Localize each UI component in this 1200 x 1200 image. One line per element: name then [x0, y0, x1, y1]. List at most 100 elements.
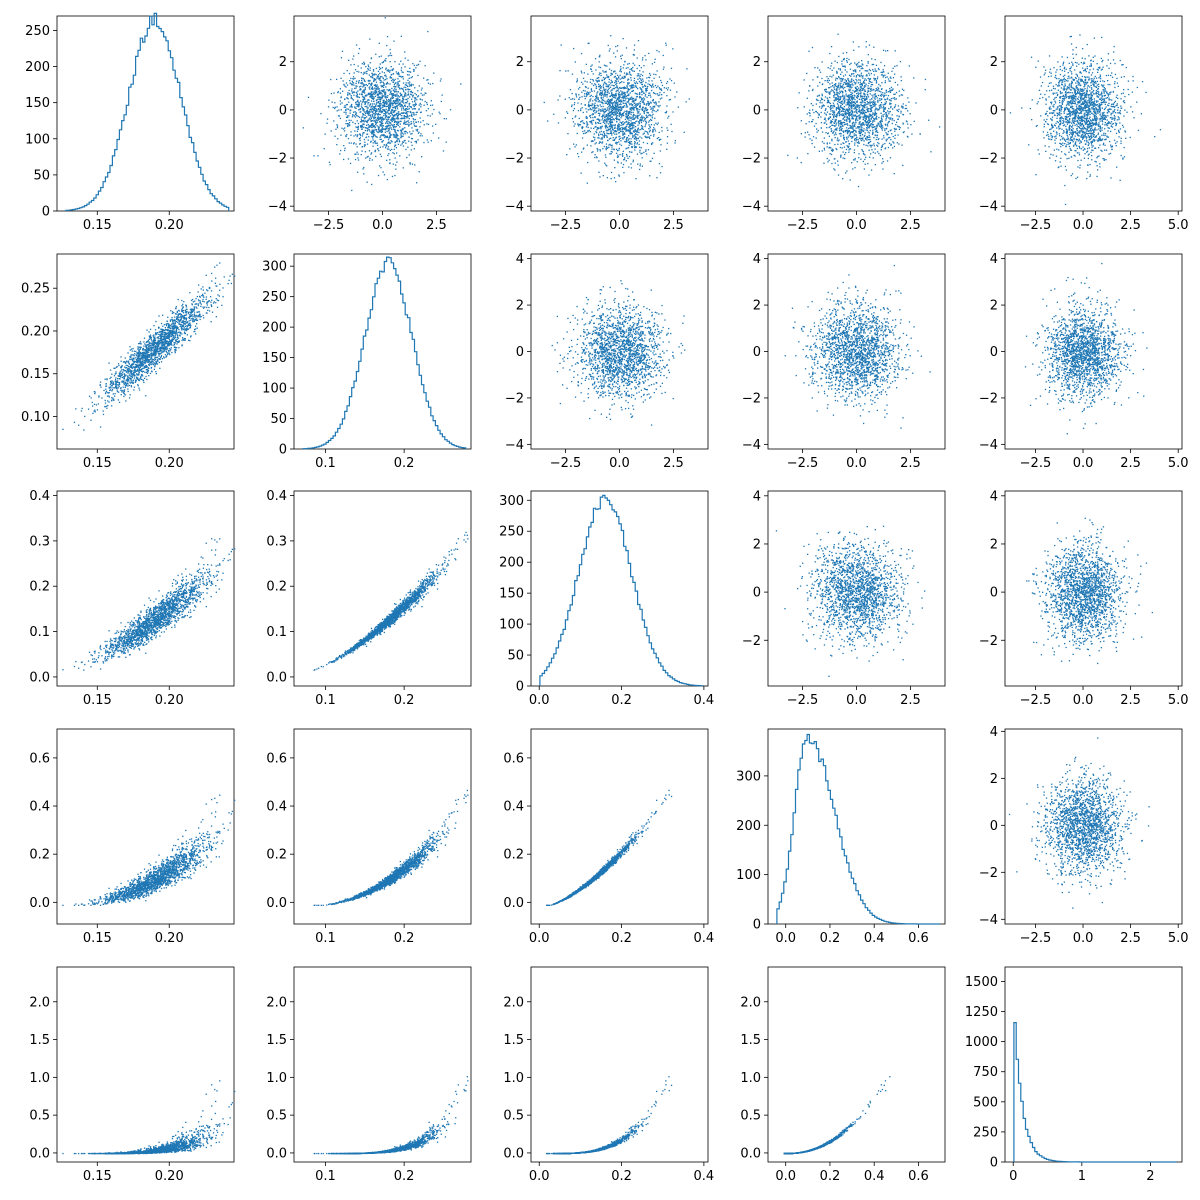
- scatter-point: [414, 65, 415, 66]
- scatter-point: [358, 71, 359, 72]
- scatter-point: [640, 78, 641, 79]
- scatter-point: [403, 133, 404, 134]
- scatter-point: [368, 140, 369, 141]
- scatter-point: [396, 105, 397, 106]
- scatter-point: [341, 102, 342, 103]
- scatter-point: [639, 92, 640, 93]
- scatter-point: [376, 136, 377, 137]
- scatter-point: [390, 111, 391, 112]
- scatter-point: [400, 121, 401, 122]
- scatter-point: [355, 103, 356, 104]
- scatter-point: [391, 124, 392, 125]
- scatter-point: [574, 123, 575, 124]
- panel-r1-c2: −2.5 0.0 2.5−4−202: [268, 16, 471, 233]
- scatter-point: [405, 89, 406, 90]
- scatter-point: [390, 61, 391, 62]
- scatter-point: [400, 106, 401, 107]
- scatter-point: [412, 92, 413, 93]
- scatter-point: [400, 104, 401, 105]
- scatter-point: [433, 73, 434, 74]
- scatter-point: [407, 60, 408, 61]
- scatter-point: [630, 138, 631, 139]
- scatter-point: [350, 135, 351, 136]
- scatter-point: [615, 73, 616, 74]
- scatter-point: [389, 116, 390, 117]
- scatter-point: [423, 142, 424, 143]
- scatter-point: [377, 122, 378, 123]
- scatter-point: [394, 124, 395, 125]
- scatter-point: [358, 154, 359, 155]
- scatter-point: [359, 143, 360, 144]
- scatter-point: [375, 112, 376, 113]
- scatter-point: [340, 88, 341, 89]
- scatter-point: [404, 87, 405, 88]
- scatter-point: [407, 74, 408, 75]
- scatter-point: [349, 90, 350, 91]
- scatter-point: [386, 116, 387, 117]
- scatter-point: [601, 106, 602, 107]
- scatter-point: [630, 77, 631, 78]
- scatter-point: [355, 143, 356, 144]
- scatter-point: [408, 122, 409, 123]
- scatter-point: [354, 106, 355, 107]
- scatter-point: [401, 76, 402, 77]
- scatter-point: [411, 133, 412, 134]
- scatter-point: [559, 70, 560, 71]
- scatter-point: [383, 125, 384, 126]
- scatter-point: [390, 98, 391, 99]
- scatter-point: [401, 115, 402, 116]
- scatter-point: [657, 93, 658, 94]
- scatter-point: [655, 130, 656, 131]
- scatter-point: [388, 99, 389, 100]
- scatter-point: [355, 134, 356, 135]
- scatter-point: [433, 109, 434, 110]
- scatter-point: [349, 73, 350, 74]
- scatter-point: [351, 190, 352, 191]
- scatter-point: [594, 154, 595, 155]
- scatter-point: [379, 67, 380, 68]
- scatter-point: [368, 80, 369, 81]
- scatter-point: [377, 94, 378, 95]
- scatter-point: [403, 145, 404, 146]
- scatter-point: [365, 87, 366, 88]
- scatter-point: [398, 86, 399, 87]
- scatter-point: [637, 125, 638, 126]
- scatter-point: [400, 133, 401, 134]
- scatter-point: [398, 83, 399, 84]
- scatter-point: [389, 83, 390, 84]
- scatter-point: [357, 94, 358, 95]
- scatter-point: [653, 136, 654, 137]
- scatter-point: [428, 124, 429, 125]
- scatter-point: [600, 134, 601, 135]
- scatter-point: [598, 108, 599, 109]
- scatter-point: [636, 96, 637, 97]
- scatter-point: [394, 61, 395, 62]
- scatter-point: [375, 92, 376, 93]
- scatter-point: [357, 136, 358, 137]
- scatter-point: [609, 62, 610, 63]
- scatter-point: [361, 119, 362, 120]
- scatter-point: [663, 69, 664, 70]
- scatter-point: [393, 115, 394, 116]
- scatter-point: [352, 81, 353, 82]
- scatter-point: [373, 142, 374, 143]
- scatter-point: [362, 168, 363, 169]
- scatter-point: [604, 94, 605, 95]
- scatter-point: [337, 138, 338, 139]
- scatter-point: [395, 86, 396, 87]
- scatter-point: [394, 91, 395, 92]
- scatter-point: [655, 59, 656, 60]
- scatter-point: [400, 102, 401, 103]
- scatter-point: [347, 123, 348, 124]
- scatter-point: [368, 65, 369, 66]
- scatter-point: [639, 152, 640, 153]
- scatter-point: [406, 85, 407, 86]
- scatter-point: [368, 136, 369, 137]
- scatter-point: [411, 84, 412, 85]
- scatter-point: [346, 82, 347, 83]
- scatter-point: [384, 79, 385, 80]
- scatter-point: [330, 164, 331, 165]
- scatter-point: [409, 78, 410, 79]
- scatter-point: [320, 113, 321, 114]
- scatter-point: [360, 111, 361, 112]
